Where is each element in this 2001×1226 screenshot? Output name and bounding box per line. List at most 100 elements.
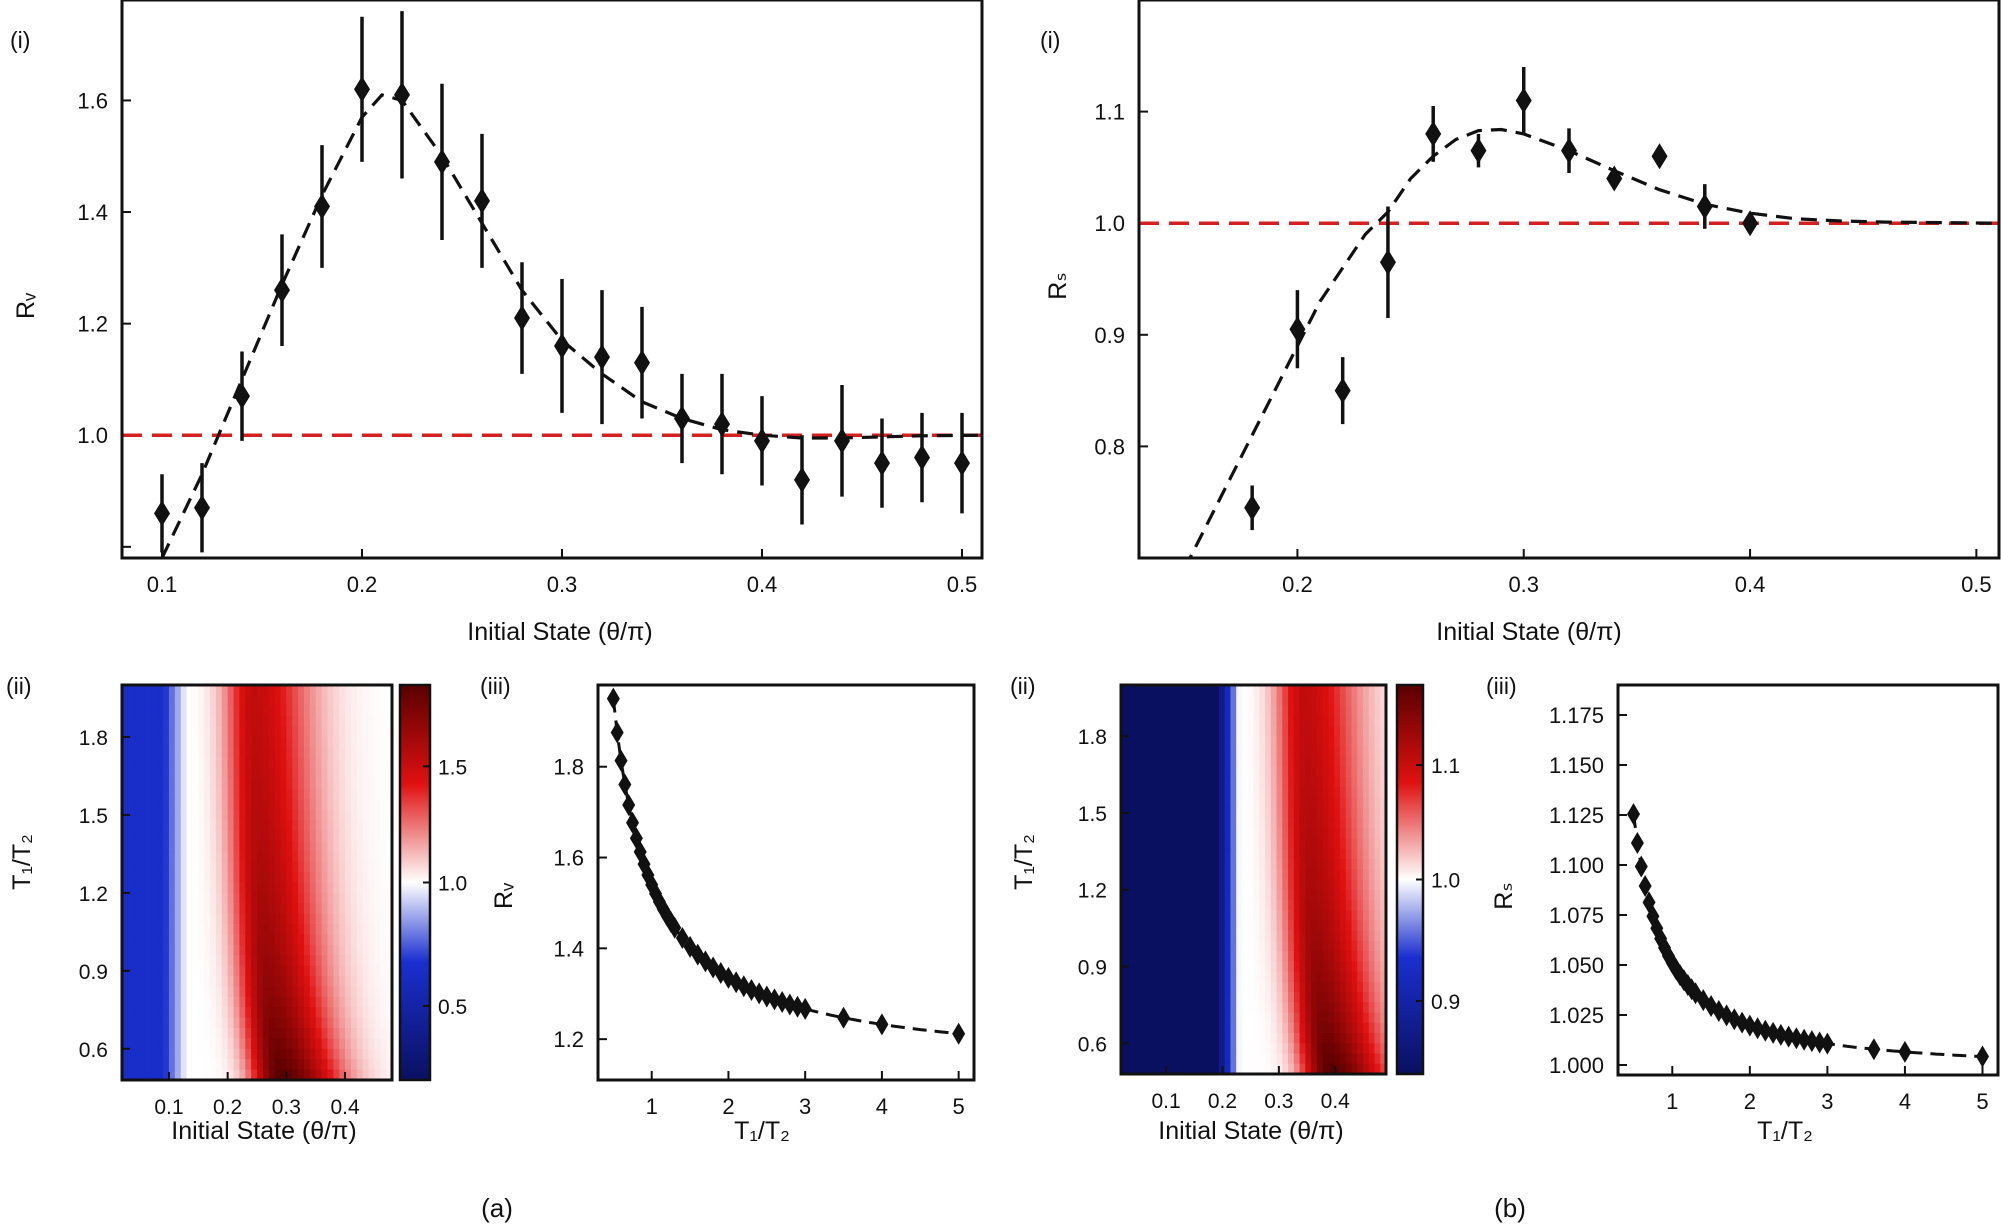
heatmap-cell	[1149, 879, 1157, 891]
heatmap-cell	[286, 768, 293, 780]
heatmap-cell	[1161, 961, 1168, 973]
heatmap-cell	[298, 996, 305, 1008]
heatmap-cell	[198, 986, 205, 998]
heatmap-cell	[145, 840, 152, 852]
heatmap-cell	[192, 872, 199, 884]
heatmap-cell	[1322, 705, 1329, 717]
heatmap-cell	[356, 778, 364, 790]
heatmap-cell	[303, 996, 311, 1008]
heatmap-cell	[1334, 797, 1341, 809]
heatmap-cell	[174, 788, 182, 800]
heatmap-cell	[1138, 725, 1145, 737]
heatmap-cell	[292, 851, 299, 863]
heatmap-cell	[368, 809, 375, 821]
heatmap-cell	[333, 685, 340, 696]
heatmap-cell	[1259, 992, 1266, 1003]
heatmap-cell	[321, 924, 329, 936]
heatmap-cell	[122, 976, 129, 988]
heatmap-cell	[345, 986, 352, 998]
heatmap-cell	[1276, 756, 1283, 768]
heatmap-cell	[350, 976, 358, 988]
heatmap-cell	[257, 747, 264, 759]
heatmap-cell	[1247, 869, 1255, 881]
heatmap-cell	[286, 705, 293, 717]
heatmap-cell	[1299, 766, 1306, 778]
heatmap-cell	[298, 913, 305, 925]
heatmap-cell	[210, 1069, 217, 1081]
heatmap-cell	[1190, 807, 1197, 819]
heatmap-cell	[362, 799, 370, 811]
heatmap-cell	[1276, 879, 1283, 891]
heatmap-cell	[127, 726, 135, 738]
heatmap-cell	[1172, 766, 1180, 778]
heatmap-cell	[1311, 695, 1318, 707]
heatmap-cell	[368, 861, 375, 873]
heatmap-cell	[1288, 807, 1295, 819]
heatmap-cell	[1230, 828, 1237, 840]
heatmap-cell	[192, 1028, 199, 1040]
heatmap-cell	[1368, 961, 1376, 973]
heatmap-cell	[1374, 879, 1381, 891]
heatmap-cell	[1311, 879, 1318, 891]
heatmap-cell	[1184, 756, 1191, 768]
heatmap-cell	[1167, 756, 1174, 768]
heatmap-cell	[1322, 746, 1329, 758]
heatmap-cell	[1288, 756, 1295, 768]
heatmap-cell	[204, 695, 211, 707]
heatmap-cell	[1362, 736, 1370, 748]
heatmap-cell	[292, 799, 299, 811]
heatmap-cell	[1339, 756, 1347, 768]
heatmap-cell	[350, 965, 358, 977]
heatmap-cell	[215, 705, 223, 717]
heatmap-cell	[1374, 807, 1381, 819]
heatmap-cell	[1276, 1002, 1283, 1014]
heatmap-cell	[1374, 756, 1381, 768]
heatmap-cell	[1288, 777, 1295, 788]
heatmap-cell	[1305, 981, 1312, 993]
heatmap-cell	[1190, 756, 1197, 768]
heatmap-cell	[1230, 889, 1237, 901]
heatmap-cell	[368, 799, 375, 811]
heatmap-cell	[1184, 951, 1191, 962]
heatmap-cell	[1253, 1012, 1260, 1024]
heatmap-cell	[1374, 797, 1381, 809]
heatmap-cell	[151, 1048, 158, 1060]
heatmap-cell	[1155, 1043, 1162, 1055]
data-point	[514, 305, 530, 332]
heatmap-cell	[1293, 695, 1301, 707]
heatmap-cell	[133, 996, 141, 1008]
heatmap-cell	[1316, 705, 1324, 717]
heatmap-cell	[274, 747, 282, 759]
heatmap-cell	[1322, 971, 1329, 983]
heatmap-cell	[1247, 1022, 1255, 1034]
heatmap-cell	[327, 851, 334, 863]
heatmap-cell	[1218, 705, 1226, 717]
heatmap-cell	[1259, 715, 1266, 727]
heatmap-cell	[257, 736, 264, 748]
heatmap-cell	[133, 913, 141, 925]
heatmap-cell	[1368, 797, 1376, 809]
heatmap-cell	[145, 1048, 152, 1060]
heatmap-cell	[233, 726, 240, 738]
heatmap-cell	[1172, 807, 1180, 819]
heatmap-cell	[339, 747, 346, 759]
data-point	[674, 405, 690, 432]
heatmap-cell	[210, 705, 217, 717]
heatmap-cell	[1132, 756, 1139, 768]
heatmap-cell	[333, 736, 340, 748]
heatmap-cell	[1265, 848, 1272, 860]
heatmap-cell	[151, 778, 158, 790]
heatmap-cell	[1265, 807, 1272, 819]
heatmap-cell	[1368, 879, 1376, 891]
heatmap-cell	[1178, 910, 1185, 922]
heatmap-cell	[362, 1069, 370, 1081]
heatmap-cell	[133, 695, 141, 707]
heatmap-cell	[345, 799, 352, 811]
heatmap-cell	[280, 799, 287, 811]
heatmap-cell	[1380, 746, 1387, 758]
heatmap-cell	[1172, 889, 1180, 901]
heatmap-cell	[333, 913, 340, 925]
heatmap-cell	[133, 830, 141, 842]
heatmap-cell	[309, 1007, 317, 1019]
heatmap-cell	[192, 924, 199, 936]
